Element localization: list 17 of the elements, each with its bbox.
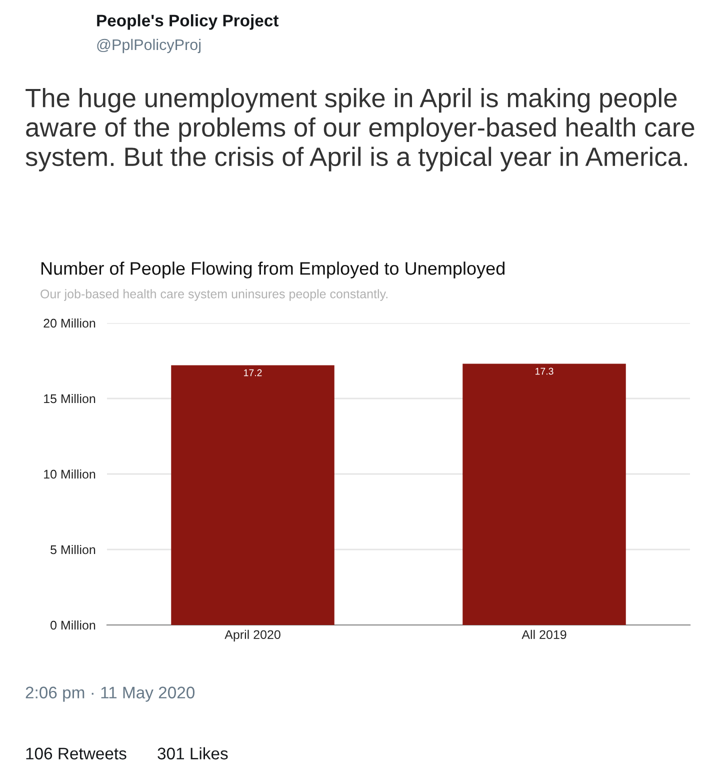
data-label: 17.2 [244,369,262,376]
y-tick-label: 15 Million [44,394,96,404]
chart-title: Number of People Flowing from Employed to Unemployed [41,262,504,278]
text: @PplPolicyProj [97,38,200,54]
y-tick-label: 10 Million [44,469,96,479]
text: People's Policy Project [97,14,279,30]
text: 301 Likes [158,747,228,760]
x-tick-label: April 2020 [224,630,280,642]
data-label: 17.3 [536,368,554,375]
y-tick-label: 5 Million [50,544,96,554]
x-tick-label: All 2019 [522,630,566,640]
y-tick-label: 0 Million [50,620,96,630]
text: 106 Retweets [26,748,126,760]
text: 2:06 pm · 11 May 2020 [26,686,195,702]
text: The huge unemployment spike in April is making people aware of the problems of our employer-based health care system. But the crisis of April is a typical year in America. [26,88,694,172]
chart-subtitle: Our job-based health care system uninsures people constantly. [40,289,388,301]
y-tick-label: 20 Million [44,318,96,328]
